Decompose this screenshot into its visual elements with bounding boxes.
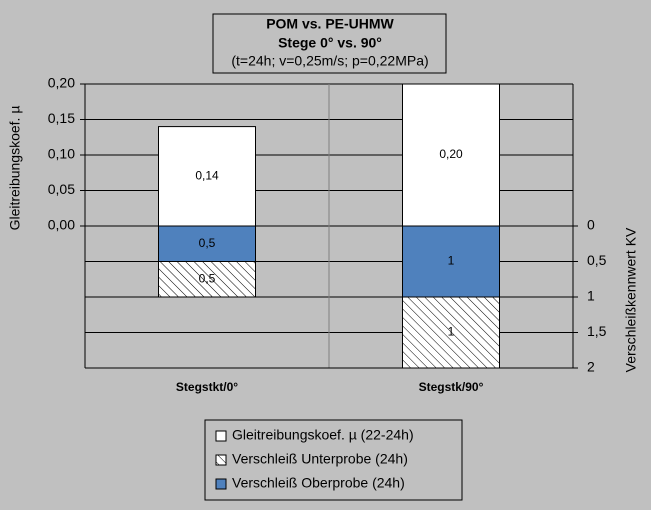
y2-tick-label: 1	[587, 288, 595, 304]
bar	[158, 126, 256, 227]
y2-axis-label: Verschleißkennwert KV	[623, 227, 639, 372]
value-label: 1	[448, 325, 455, 339]
title-box	[212, 13, 447, 74]
y-tick-label: 0,10	[48, 146, 75, 162]
y-tick-label: 0,05	[48, 181, 75, 197]
value-label: 0,20	[439, 147, 463, 161]
bar	[158, 225, 256, 262]
legend-box	[204, 419, 463, 501]
legend-label: Gleitreibungskoef. µ (22-24h)	[232, 427, 414, 443]
bar	[402, 83, 500, 227]
chart-subtitle: Stege 0° vs. 90°	[278, 35, 382, 51]
bar	[158, 261, 256, 298]
legend-swatch	[215, 478, 227, 490]
chart-note: (t=24h; v=0,25m/s; p=0,22MPa)	[231, 53, 428, 69]
legend-swatch	[215, 430, 227, 442]
y-tick-label: 0,00	[48, 217, 75, 233]
bar	[402, 296, 500, 369]
y-tick-label: 0,20	[48, 75, 75, 91]
value-label: 1	[448, 254, 455, 268]
y2-tick-label: 0,5	[587, 252, 607, 268]
chart-title: POM vs. PE-UHMW	[266, 16, 394, 32]
x-tick-label: Stegstk/90°	[419, 380, 484, 394]
bar	[402, 225, 500, 298]
y-tick-label: 0,15	[48, 110, 75, 126]
legend-label: Verschleiß Oberprobe (24h)	[232, 475, 405, 491]
legend-label: Verschleiß Unterprobe (24h)	[232, 451, 408, 467]
y2-tick-label: 0	[587, 217, 595, 233]
y2-tick-label: 2	[587, 359, 595, 375]
y-axis-label: Gleitreibungskoef. µ	[7, 106, 23, 231]
y2-tick-label: 1,5	[587, 323, 607, 339]
value-label: 0,5	[199, 236, 216, 250]
value-label: 0,5	[199, 271, 216, 285]
value-label: 0,14	[195, 168, 219, 182]
x-tick-label: Stegstkt/0°	[176, 380, 238, 394]
legend-swatch	[215, 454, 227, 466]
